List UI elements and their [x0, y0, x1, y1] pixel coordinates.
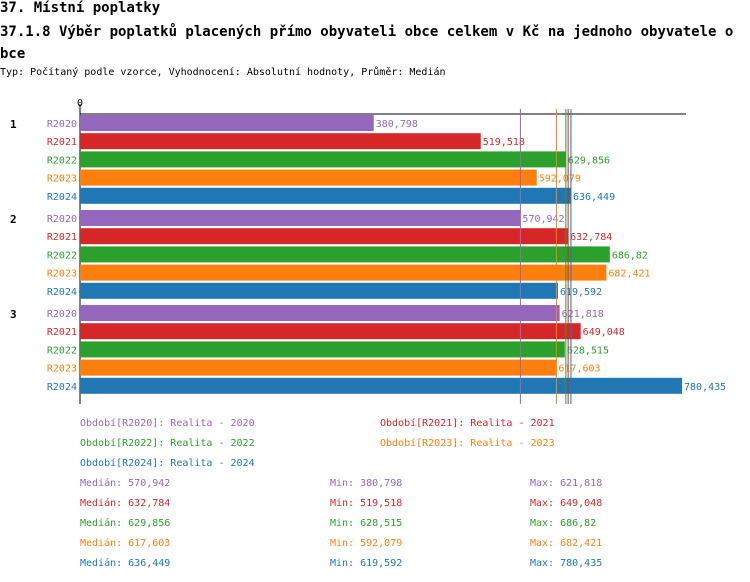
bar-category-label: R2024 — [47, 192, 77, 203]
bar — [80, 359, 557, 376]
stat-min: Min: 592,079 — [330, 538, 403, 549]
bar — [80, 151, 566, 168]
bar — [80, 341, 565, 358]
bar-category-label: R2020 — [47, 309, 77, 320]
legend-item: Období[R2021]: Realita - 2021 — [380, 418, 555, 429]
bar — [80, 115, 374, 131]
page-title: 37. Místní poplatky — [0, 0, 161, 16]
group-label: 3 — [10, 308, 17, 321]
stat-median: Medián: 636,449 — [80, 558, 171, 569]
group-label: 1 — [10, 118, 17, 131]
stat-max: Max: 649,048 — [530, 498, 603, 509]
legend-item: Období[R2022]: Realita - 2022 — [80, 438, 255, 449]
bar — [80, 133, 481, 150]
bar-value-label: 682,421 — [608, 269, 650, 280]
bar-value-label: 629,856 — [568, 155, 610, 166]
stat-max: Max: 686,82 — [530, 518, 597, 529]
bar-category-label: R2023 — [47, 269, 77, 280]
bar-value-label: 621,818 — [562, 309, 604, 320]
bar-value-label: 780,435 — [684, 382, 726, 393]
bar-value-label: 519,518 — [483, 137, 525, 148]
stat-min: Min: 519,518 — [330, 498, 403, 509]
stat-median: Medián: 570,942 — [80, 478, 171, 489]
bar-value-label: 592,079 — [539, 174, 581, 185]
bar-value-label: 570,942 — [522, 214, 564, 225]
bar-category-label: R2022 — [47, 155, 77, 166]
bar-value-label: 617,603 — [558, 364, 600, 375]
bar-category-label: R2022 — [47, 250, 77, 261]
bar-value-label: 632,784 — [570, 232, 612, 243]
axis-zero-label: 0 — [77, 98, 83, 109]
stat-median: Medián: 632,784 — [80, 498, 171, 509]
bar-value-label: 628,515 — [567, 345, 609, 356]
stat-min: Min: 380,798 — [330, 478, 403, 489]
bar-value-label: 619,592 — [560, 287, 602, 298]
stat-median: Medián: 617,603 — [80, 538, 171, 549]
group-label: 2 — [10, 213, 17, 226]
legend-item: Období[R2024]: Realita - 2024 — [80, 458, 255, 469]
legend-item: Období[R2020]: Realita - 2020 — [80, 418, 255, 429]
stat-max: Max: 621,818 — [530, 478, 603, 489]
bar — [80, 377, 683, 394]
bar-category-label: R2023 — [47, 364, 77, 375]
stat-max: Max: 682,421 — [530, 538, 603, 549]
bar-category-label: R2024 — [47, 287, 77, 298]
bar-category-label: R2020 — [47, 119, 77, 130]
bar-category-label: R2021 — [47, 327, 77, 338]
bar — [80, 282, 558, 299]
bar-value-label: 636,449 — [573, 192, 615, 203]
bar-category-label: R2022 — [47, 345, 77, 356]
bar — [80, 246, 610, 263]
chart-subtitle: 37.1.8 Výběr poplatků placených přímo ob… — [0, 24, 734, 62]
bar — [80, 210, 521, 226]
bar-category-label: R2020 — [47, 214, 77, 225]
bar-category-label: R2024 — [47, 382, 77, 393]
stat-median: Medián: 629,856 — [80, 518, 171, 529]
chart-info: Typ: Počítaný podle vzorce, Vyhodnocení:… — [0, 67, 446, 78]
bar-category-label: R2023 — [47, 174, 77, 185]
bar — [80, 228, 569, 245]
bar — [80, 305, 560, 321]
stat-min: Min: 619,592 — [330, 558, 403, 569]
bar — [80, 187, 571, 204]
bar-category-label: R2021 — [47, 232, 77, 243]
bar — [80, 169, 537, 186]
bar-category-label: R2021 — [47, 137, 77, 148]
bar — [80, 323, 581, 340]
stat-min: Min: 628,515 — [330, 518, 403, 529]
bar — [80, 264, 607, 281]
legend-item: Období[R2023]: Realita - 2023 — [380, 438, 555, 449]
stat-max: Max: 780,435 — [530, 558, 603, 569]
bar-value-label: 686,82 — [612, 250, 648, 261]
bar-value-label: 380,798 — [376, 119, 418, 130]
bar-value-label: 649,048 — [583, 327, 625, 338]
